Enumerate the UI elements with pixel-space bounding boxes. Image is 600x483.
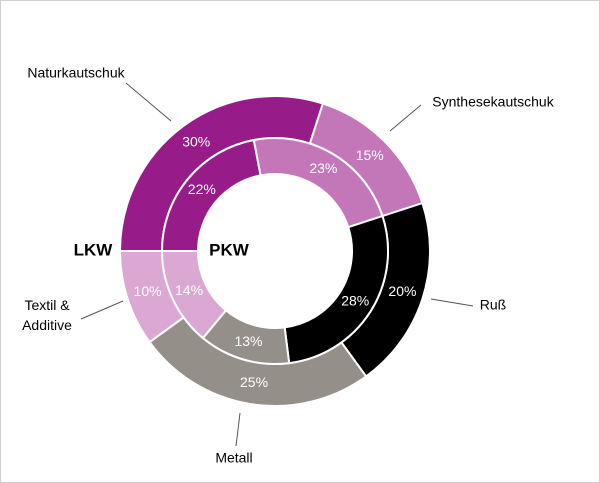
category-label: Synthesekautschuk: [432, 94, 554, 110]
value-label: 30%: [182, 133, 210, 149]
value-label: 10%: [134, 283, 162, 299]
value-label: 14%: [175, 282, 203, 298]
category-label: Naturkautschuk: [27, 65, 125, 81]
value-label: 23%: [309, 160, 337, 176]
category-label: Ruß: [480, 297, 506, 313]
category-label: Metall: [215, 450, 252, 466]
leader-line: [235, 412, 241, 447]
leader-line: [125, 82, 172, 122]
value-label: 25%: [240, 374, 268, 390]
donut-segment: [160, 250, 228, 340]
leader-line: [80, 300, 124, 320]
ring-label: PKW: [209, 240, 250, 259]
value-label: 15%: [356, 147, 384, 163]
category-label: Textil & Additive: [22, 297, 72, 333]
value-label: 28%: [341, 293, 369, 309]
value-label: 22%: [188, 181, 216, 197]
leader-line: [389, 104, 422, 132]
value-label: 20%: [388, 283, 416, 299]
value-label: 13%: [234, 333, 262, 349]
ring-label: LKW: [74, 240, 114, 259]
leader-line: [430, 298, 474, 307]
